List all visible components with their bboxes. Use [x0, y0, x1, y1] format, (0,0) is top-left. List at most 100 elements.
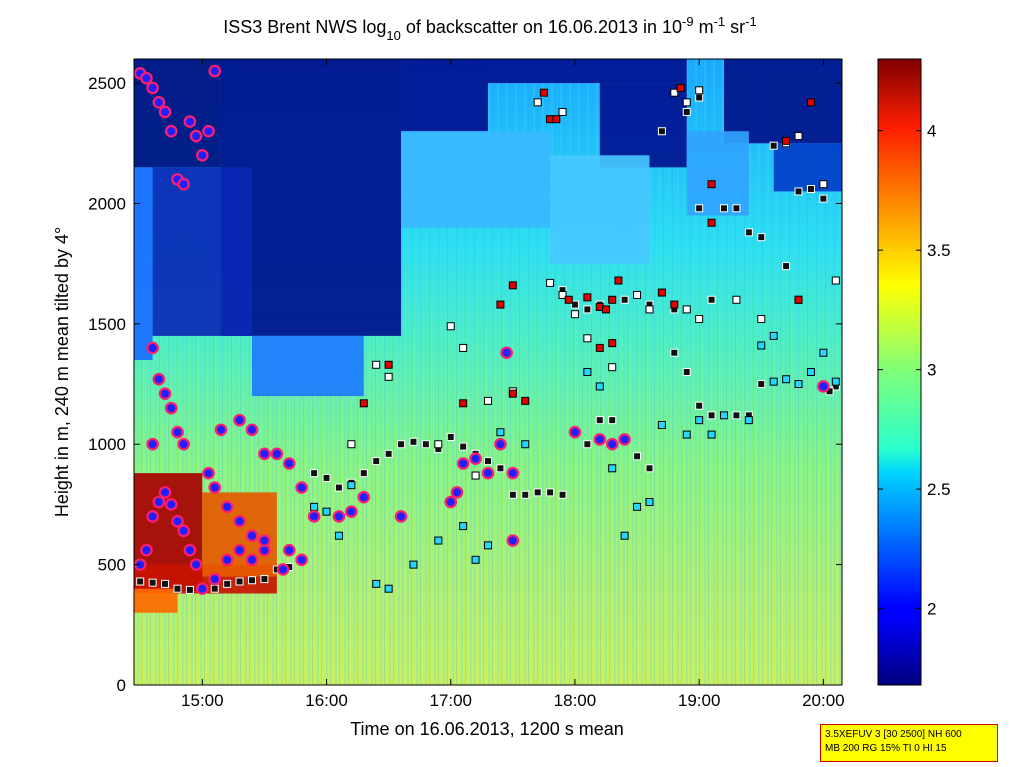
data-point-square [459, 343, 468, 352]
data-point-square [595, 343, 604, 352]
data-point-circle [220, 500, 234, 514]
data-point-square [334, 483, 343, 492]
data-point-square [806, 98, 815, 107]
data-point-circle [394, 510, 408, 523]
data-point-circle [307, 510, 321, 523]
data-point-circle [208, 481, 222, 494]
data-point-square [682, 368, 691, 376]
data-point-circle [208, 64, 222, 78]
data-point-square [633, 502, 642, 511]
data-point-circle [158, 387, 172, 400]
data-point-circle [140, 543, 153, 557]
data-point-square [602, 305, 610, 314]
data-point-circle [152, 372, 166, 386]
data-point-square [161, 579, 170, 588]
data-point-square [695, 401, 704, 410]
data-point-circle [146, 510, 159, 523]
data-point-square [372, 579, 381, 588]
data-point-square [633, 452, 642, 461]
data-point-square [806, 185, 815, 194]
data-point-square [384, 449, 393, 458]
data-point-square [769, 331, 778, 340]
data-point-circle [332, 510, 346, 523]
data-point-circle [245, 423, 259, 437]
data-point-square [707, 430, 716, 439]
data-point-square [397, 440, 406, 449]
data-point-circle [469, 452, 482, 465]
heatmap-patch [488, 59, 687, 84]
data-point-circle [357, 490, 371, 504]
data-point-square [831, 276, 840, 285]
data-point-square [434, 536, 443, 545]
heatmap-patch [599, 83, 687, 168]
data-point-square [564, 295, 573, 304]
data-point-square [359, 469, 368, 478]
data-point-square [471, 555, 480, 564]
data-point-square [769, 141, 778, 150]
data-point-square [260, 575, 269, 584]
data-point-square [508, 490, 517, 499]
data-point-square [695, 93, 704, 102]
data-point-square [558, 107, 567, 116]
heatmap-patch [152, 167, 252, 336]
data-point-square [322, 473, 331, 482]
data-point-circle [189, 129, 203, 143]
colorbar-tick-label: 3.5 [927, 241, 951, 260]
data-point-circle [506, 534, 520, 547]
data-point-square [185, 585, 194, 594]
data-point-circle [177, 177, 190, 191]
info-line-1: 3.5XEFUV 3 [30 2500] NH 600 [825, 729, 962, 740]
y-tick-label: 1500 [88, 315, 126, 334]
data-point-square [508, 281, 517, 290]
data-point-square [552, 115, 561, 124]
data-point-square [484, 396, 492, 405]
data-point-square [707, 411, 716, 420]
data-point-square [608, 464, 617, 473]
y-axis-label: Height in m, 240 m mean tilted by 4° [52, 227, 72, 517]
colorbar-gradient [877, 58, 922, 686]
heatmap-field [134, 59, 842, 685]
data-point-square [347, 481, 356, 490]
data-point-circle [245, 529, 259, 543]
heatmap-patch [686, 131, 749, 216]
data-point-circle [270, 447, 284, 461]
data-point-square [583, 368, 592, 376]
data-point-square [794, 380, 803, 389]
data-point-square [533, 98, 542, 107]
colorbar: 2 2.5 3 3.5 4 [877, 58, 951, 686]
data-point-square [707, 180, 716, 189]
data-point-square [645, 464, 654, 473]
plot-frame [133, 58, 843, 686]
data-point-square [409, 560, 418, 569]
data-point-square [769, 377, 778, 386]
x-axis: 15:00 16:00 17:00 18:00 19:00 20:00 [181, 59, 845, 710]
data-point-circle [177, 437, 190, 451]
data-point-square [608, 339, 617, 348]
data-point-square [620, 295, 629, 304]
data-point-square [583, 305, 592, 314]
data-point-circle [183, 115, 197, 128]
data-point-circle [258, 447, 271, 461]
data-point-circle [164, 401, 178, 415]
data-point-circle [202, 466, 215, 480]
data-point-circle [233, 543, 246, 557]
x-tick-label: 20:00 [802, 691, 845, 710]
data-point-circle [618, 433, 631, 446]
data-point-square [546, 488, 555, 497]
y-tick-label: 500 [98, 556, 126, 575]
data-point-square [819, 194, 828, 203]
info-box: 3.5XEFUV 3 [30 2500] NH 600 MB 200 RG 15… [820, 724, 998, 762]
data-point-square [645, 498, 654, 507]
data-point-square [695, 86, 704, 95]
data-point-circle [171, 514, 184, 528]
data-point-square [831, 377, 840, 386]
data-point-square [744, 416, 753, 425]
data-point-circle [164, 124, 178, 138]
data-point-square [670, 88, 679, 97]
data-point-circle [481, 466, 495, 480]
data-point-square [657, 127, 666, 136]
data-point-square [409, 437, 418, 446]
data-point-square [620, 531, 629, 540]
data-point-square [757, 380, 766, 389]
data-point-square [235, 577, 244, 586]
